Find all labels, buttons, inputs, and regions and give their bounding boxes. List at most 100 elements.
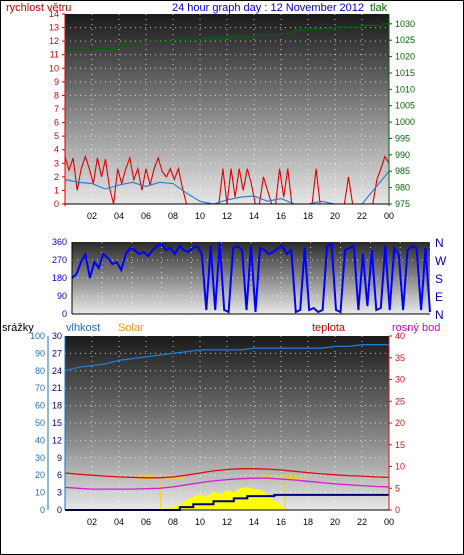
x-tick-label: 18	[303, 517, 313, 527]
wind-tick-label: 3	[54, 158, 59, 168]
x-tick-label: 12	[222, 517, 232, 527]
pressure-tick-label: 1000	[395, 117, 415, 127]
pressure-tick-label: 975	[395, 199, 410, 209]
humidity-tick-label: 21	[52, 383, 62, 393]
wind-tick-label: 8	[54, 90, 59, 100]
temperature-tick-label: 40	[395, 331, 405, 341]
x-tick-label: 04	[114, 517, 124, 527]
rain-tick-label: 50	[35, 418, 45, 428]
rain-tick-label: 60	[35, 401, 45, 411]
graph-title: 24 hour graph day : 12 November 2012	[172, 2, 364, 14]
series-temperature-line	[64, 468, 390, 479]
wind-tick-label: 13	[49, 23, 59, 33]
x-tick-label: 08	[168, 211, 178, 221]
temperature-tick-label: 15	[395, 440, 405, 450]
x-tick-label: 06	[141, 211, 151, 221]
compass-label-e: E	[435, 290, 443, 304]
compass-label-n: N	[435, 308, 444, 322]
humidity-tick-label: 15	[52, 418, 62, 428]
wind-tick-label: 11	[50, 50, 59, 60]
x-tick-label: 12	[222, 211, 232, 221]
pressure-tick-label: 1015	[395, 68, 415, 78]
humidity-tick-label: 24	[52, 366, 62, 376]
humidity-tick-label: 30	[52, 331, 62, 341]
wind-tick-label: 14	[49, 9, 59, 19]
compass-label-w: W	[435, 254, 447, 268]
direction-tick-label: 270	[52, 255, 67, 265]
wind-tick-label: 6	[54, 118, 59, 128]
rain-tick-label: 40	[35, 435, 45, 445]
humidity-tick-label: 27	[52, 348, 62, 358]
x-tick-label: 02	[87, 517, 97, 527]
humidity-tick-label: 12	[52, 435, 62, 445]
x-tick-label: 20	[330, 211, 340, 221]
series-rain-line	[65, 493, 389, 511]
x-tick-label: 16	[276, 211, 286, 221]
solar-axis-title: Solar	[118, 322, 144, 334]
direction-tick-label: 360	[52, 237, 67, 247]
temperature-tick-label: 30	[395, 375, 405, 385]
temperature-tick-label: 35	[395, 353, 405, 363]
rain-tick-label: 90	[35, 348, 45, 358]
wind-tick-label: 4	[54, 145, 59, 155]
wind-tick-label: 2	[54, 172, 59, 182]
temperature-tick-label: 10	[395, 462, 405, 472]
wind-tick-label: 5	[54, 131, 59, 141]
rain-tick-label: 20	[35, 470, 45, 480]
x-tick-label: 00	[384, 211, 394, 221]
humidity-tick-label: 18	[52, 401, 62, 411]
pressure-tick-label: 1030	[395, 19, 415, 29]
direction-series	[71, 241, 431, 314]
x-tick-label: 10	[195, 211, 205, 221]
x-tick-label: 22	[357, 211, 367, 221]
wind-axis-title: rychlost větru	[6, 2, 71, 14]
pressure-tick-label: 1005	[395, 101, 415, 111]
temperature-tick-label: 0	[395, 505, 400, 515]
wind-tick-label: 12	[49, 36, 59, 46]
rain-tick-label: 0	[40, 505, 45, 515]
humidity-tick-label: 9	[57, 453, 62, 463]
pressure-tick-label: 995	[395, 133, 410, 143]
x-tick-label: 14	[249, 211, 259, 221]
humidity-tick-label: 6	[57, 470, 62, 480]
series-solar-area	[160, 487, 286, 511]
wind-tick-label: 9	[54, 77, 59, 87]
compass-label-n: N	[435, 236, 444, 250]
humidity-tick-label: 3	[57, 488, 62, 498]
dewpoint-axis-title: rosný bod	[392, 322, 440, 334]
humidity-tick-label: 0	[57, 505, 62, 515]
humidity-temperature-axes: 0102030405060708090100036912151821242730…	[30, 331, 405, 527]
direction-tick-label: 180	[52, 273, 67, 283]
x-tick-label: 02	[87, 211, 97, 221]
temperature-tick-label: 25	[395, 396, 405, 406]
wind-tick-label: 1	[54, 185, 59, 195]
x-tick-label: 04	[114, 211, 124, 221]
x-tick-label: 18	[303, 211, 313, 221]
wind-pressure-axes: 0123456789101112131497598098599099510001…	[49, 9, 415, 221]
direction-tick-label: 0	[62, 309, 67, 319]
temperature-axis-title: teplota	[312, 322, 346, 334]
series-humidity-line	[64, 344, 389, 372]
temperature-tick-label: 5	[395, 483, 400, 493]
pressure-tick-label: 980	[395, 183, 410, 193]
x-tick-label: 20	[330, 517, 340, 527]
direction-tick-label: 90	[57, 291, 67, 301]
rain-tick-label: 10	[35, 488, 45, 498]
rain-tick-label: 100	[30, 331, 45, 341]
sunset-label: západ slunce	[261, 473, 309, 482]
x-tick-label: 08	[168, 517, 178, 527]
rain-axis-title: srážky	[2, 322, 34, 334]
humidity-temperature-series: východ slunce západ slunce	[64, 344, 390, 511]
pressure-tick-label: 1010	[395, 84, 415, 94]
series-pressure-line	[65, 22, 390, 51]
direction-grid	[72, 242, 431, 314]
rain-tick-label: 30	[35, 453, 45, 463]
pressure-tick-label: 990	[395, 150, 410, 160]
humidity-axis-title: vlhkost	[66, 322, 100, 334]
wind-tick-label: 7	[54, 104, 59, 114]
wind-tick-label: 10	[49, 63, 59, 73]
compass-label-s: S	[435, 272, 443, 286]
pressure-tick-label: 1025	[395, 35, 415, 45]
